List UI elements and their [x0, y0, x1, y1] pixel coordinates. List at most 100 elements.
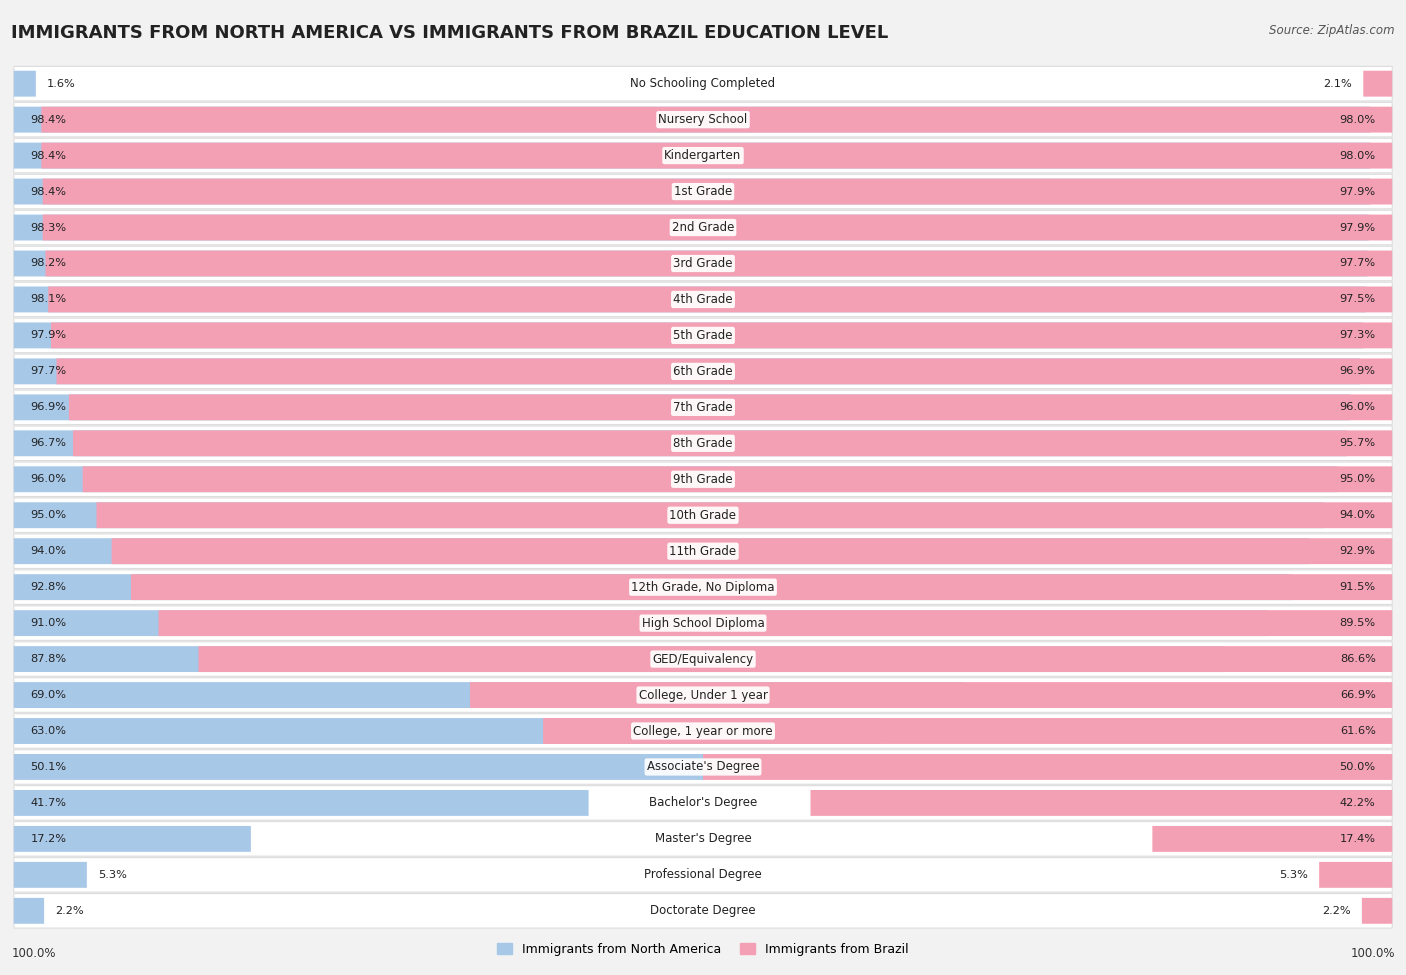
FancyBboxPatch shape — [14, 898, 44, 923]
FancyBboxPatch shape — [14, 498, 1392, 532]
FancyBboxPatch shape — [14, 610, 1268, 636]
Text: 2.1%: 2.1% — [1323, 79, 1353, 89]
FancyBboxPatch shape — [14, 786, 1392, 820]
FancyBboxPatch shape — [1153, 826, 1392, 852]
Text: No Schooling Completed: No Schooling Completed — [630, 77, 776, 90]
FancyBboxPatch shape — [97, 502, 1392, 528]
Text: 91.5%: 91.5% — [1340, 582, 1375, 592]
Text: 100.0%: 100.0% — [11, 947, 56, 960]
Text: 94.0%: 94.0% — [31, 546, 66, 556]
Text: 9th Grade: 9th Grade — [673, 473, 733, 486]
Text: Professional Degree: Professional Degree — [644, 869, 762, 881]
Text: 89.5%: 89.5% — [1340, 618, 1375, 628]
FancyBboxPatch shape — [810, 790, 1392, 816]
Text: 95.7%: 95.7% — [1340, 439, 1375, 448]
Text: 94.0%: 94.0% — [1340, 510, 1375, 521]
FancyBboxPatch shape — [14, 247, 1392, 281]
FancyBboxPatch shape — [14, 138, 1392, 173]
FancyBboxPatch shape — [14, 395, 1350, 420]
Text: 96.7%: 96.7% — [31, 439, 66, 448]
FancyBboxPatch shape — [14, 534, 1392, 568]
Text: 95.0%: 95.0% — [1340, 474, 1375, 485]
Text: 8th Grade: 8th Grade — [673, 437, 733, 449]
Text: 86.6%: 86.6% — [1340, 654, 1375, 664]
FancyBboxPatch shape — [14, 893, 1392, 928]
Text: 97.3%: 97.3% — [1340, 331, 1375, 340]
Text: 63.0%: 63.0% — [31, 726, 66, 736]
Text: 6th Grade: 6th Grade — [673, 365, 733, 378]
Text: GED/Equivalency: GED/Equivalency — [652, 652, 754, 666]
Text: 5.3%: 5.3% — [1279, 870, 1308, 879]
FancyBboxPatch shape — [41, 106, 1392, 133]
Text: 98.0%: 98.0% — [1340, 150, 1375, 161]
Text: College, Under 1 year: College, Under 1 year — [638, 688, 768, 702]
Text: Bachelor's Degree: Bachelor's Degree — [650, 797, 756, 809]
FancyBboxPatch shape — [14, 858, 1392, 892]
FancyBboxPatch shape — [111, 538, 1392, 565]
Text: 61.6%: 61.6% — [1340, 726, 1375, 736]
Text: 96.0%: 96.0% — [1340, 403, 1375, 412]
FancyBboxPatch shape — [159, 610, 1392, 636]
Text: 97.5%: 97.5% — [1340, 294, 1375, 304]
FancyBboxPatch shape — [14, 426, 1392, 460]
Text: 98.4%: 98.4% — [31, 186, 66, 197]
FancyBboxPatch shape — [14, 142, 1371, 169]
Text: 41.7%: 41.7% — [31, 798, 66, 808]
FancyBboxPatch shape — [14, 574, 1294, 600]
FancyBboxPatch shape — [14, 430, 1347, 456]
Text: 97.9%: 97.9% — [31, 331, 66, 340]
FancyBboxPatch shape — [69, 395, 1392, 420]
FancyBboxPatch shape — [14, 862, 87, 888]
Text: 98.0%: 98.0% — [1340, 115, 1375, 125]
FancyBboxPatch shape — [14, 66, 1392, 101]
FancyBboxPatch shape — [14, 646, 1225, 672]
FancyBboxPatch shape — [1364, 71, 1392, 97]
FancyBboxPatch shape — [14, 71, 35, 97]
FancyBboxPatch shape — [41, 142, 1392, 169]
Text: 2nd Grade: 2nd Grade — [672, 221, 734, 234]
Text: 42.2%: 42.2% — [1340, 798, 1375, 808]
Text: 91.0%: 91.0% — [31, 618, 66, 628]
Text: 2.2%: 2.2% — [1322, 906, 1351, 916]
Text: Source: ZipAtlas.com: Source: ZipAtlas.com — [1270, 24, 1395, 37]
Text: 98.2%: 98.2% — [31, 258, 66, 268]
FancyBboxPatch shape — [14, 102, 1392, 136]
Text: 3rd Grade: 3rd Grade — [673, 257, 733, 270]
Text: 17.4%: 17.4% — [1340, 834, 1375, 844]
FancyBboxPatch shape — [14, 251, 1368, 277]
FancyBboxPatch shape — [198, 646, 1392, 672]
FancyBboxPatch shape — [14, 318, 1392, 353]
FancyBboxPatch shape — [14, 354, 1392, 389]
FancyBboxPatch shape — [14, 214, 1369, 241]
FancyBboxPatch shape — [14, 359, 1361, 384]
FancyBboxPatch shape — [14, 462, 1392, 496]
FancyBboxPatch shape — [45, 251, 1392, 277]
Text: 97.7%: 97.7% — [31, 367, 66, 376]
Text: 17.2%: 17.2% — [31, 834, 66, 844]
Text: 98.1%: 98.1% — [31, 294, 66, 304]
FancyBboxPatch shape — [14, 750, 1392, 784]
Text: 92.8%: 92.8% — [31, 582, 66, 592]
FancyBboxPatch shape — [14, 323, 1364, 348]
FancyBboxPatch shape — [470, 682, 1392, 708]
FancyBboxPatch shape — [14, 211, 1392, 245]
Text: 97.9%: 97.9% — [1340, 222, 1375, 232]
Text: 96.9%: 96.9% — [1340, 367, 1375, 376]
FancyBboxPatch shape — [14, 175, 1392, 209]
Text: High School Diploma: High School Diploma — [641, 616, 765, 630]
Text: 100.0%: 100.0% — [1350, 947, 1395, 960]
Text: Kindergarten: Kindergarten — [665, 149, 741, 162]
FancyBboxPatch shape — [14, 754, 704, 780]
FancyBboxPatch shape — [51, 323, 1392, 348]
Text: 98.4%: 98.4% — [31, 150, 66, 161]
Text: 11th Grade: 11th Grade — [669, 545, 737, 558]
FancyBboxPatch shape — [14, 605, 1392, 641]
Text: 50.1%: 50.1% — [31, 762, 66, 772]
FancyBboxPatch shape — [543, 718, 1392, 744]
Text: 96.0%: 96.0% — [31, 474, 66, 485]
FancyBboxPatch shape — [48, 287, 1392, 312]
FancyBboxPatch shape — [703, 754, 1392, 780]
Text: 98.3%: 98.3% — [31, 222, 66, 232]
Text: Master's Degree: Master's Degree — [655, 833, 751, 845]
Text: 50.0%: 50.0% — [1340, 762, 1375, 772]
